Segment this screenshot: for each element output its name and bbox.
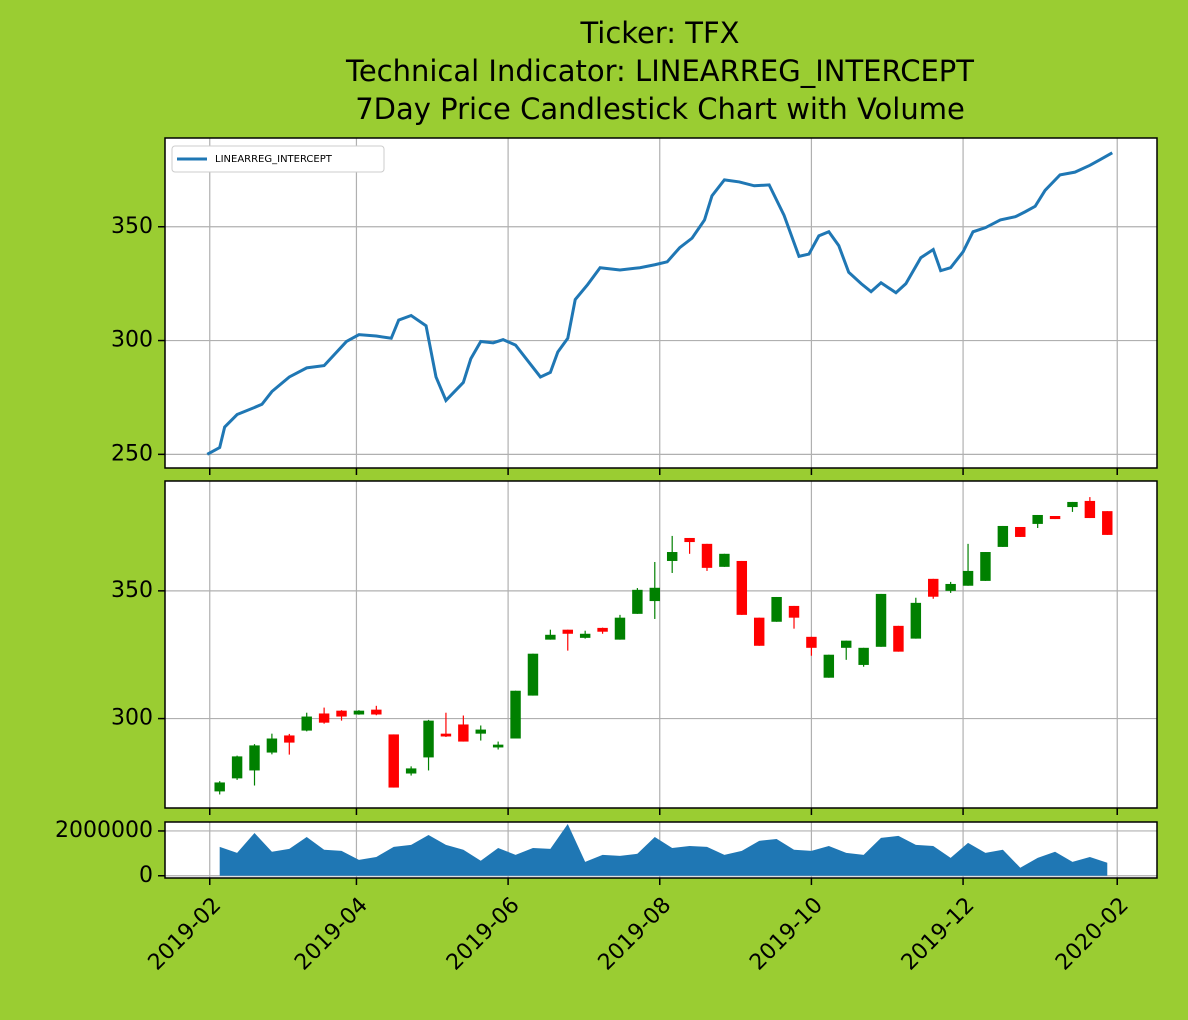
candle-body: [666, 552, 678, 561]
title-line: Technical Indicator: LINEARREG_INTERCEPT: [345, 54, 974, 88]
plot-frame: [164, 821, 1158, 879]
candle-body: [353, 710, 365, 715]
candle-body: [771, 596, 782, 622]
candle-body: [962, 570, 974, 586]
candle-body: [405, 768, 417, 774]
candle-body: [475, 729, 486, 734]
candle-body: [1015, 526, 1026, 537]
volume-area: [219, 824, 1108, 876]
x-tick-label: 2019-02: [144, 893, 227, 976]
candle-body: [701, 543, 713, 568]
x-tick-label: 2020-02: [1051, 893, 1134, 976]
y-tick-label: 300: [111, 328, 153, 353]
candle-body: [823, 654, 835, 678]
candle-body: [910, 602, 922, 639]
title-line: Ticker: TFX: [579, 16, 739, 50]
x-tick-label: 2019-12: [897, 893, 980, 976]
candle-body: [997, 525, 1009, 547]
candle-body: [736, 560, 748, 615]
candle-body: [266, 738, 278, 753]
candle-body: [1084, 500, 1096, 519]
y-tick-label: 350: [111, 214, 153, 239]
candle-body: [579, 633, 591, 638]
plot-frame: [164, 137, 1158, 469]
candle-body: [423, 720, 434, 758]
plot-frame: [164, 480, 1158, 809]
candle-body: [806, 636, 817, 648]
title-line: 7Day Price Candlestick Chart with Volume: [355, 92, 965, 126]
y-tick-label: 250: [111, 441, 153, 466]
candle-body: [214, 782, 225, 792]
y-tick-label: 300: [111, 706, 153, 731]
candle-body: [1032, 514, 1043, 524]
candle-body: [336, 710, 347, 717]
candle-body: [1067, 501, 1078, 508]
candle-body: [458, 724, 469, 742]
candle-body: [684, 537, 695, 543]
candle-body: [249, 745, 260, 771]
candle-body: [841, 640, 852, 648]
candle-body: [788, 605, 800, 618]
candle-body: [597, 627, 608, 632]
x-tick-label: 2019-10: [745, 893, 828, 976]
y-tick-label: 350: [111, 578, 153, 603]
candle-body: [527, 653, 539, 696]
plot-layer: [165, 822, 1157, 878]
candle-body: [440, 733, 452, 737]
legend-box: [171, 145, 385, 173]
candle-body: [893, 625, 904, 652]
x-tick-label: 2019-08: [594, 893, 677, 976]
candle-body: [614, 617, 626, 640]
plot-area: [165, 481, 1157, 808]
candle-body: [545, 634, 556, 640]
candle-body: [858, 647, 869, 665]
candle-body: [301, 716, 312, 731]
candle-body: [388, 734, 399, 788]
candle-body: [492, 744, 504, 748]
candle-body: [753, 617, 765, 646]
candle-body: [1102, 511, 1113, 535]
plot-layer: [165, 138, 1157, 468]
x-tick-label: 2019-04: [290, 893, 373, 976]
candle-body: [510, 690, 521, 739]
candle-body: [318, 713, 330, 723]
plot-area: [165, 138, 1157, 468]
candle-body: [562, 629, 573, 634]
candle-body: [928, 578, 939, 597]
candle-body: [875, 593, 887, 647]
plot-layer: [165, 481, 1157, 808]
candle-body: [980, 552, 991, 581]
x-tick-label: 2019-06: [442, 893, 525, 976]
candle-body: [371, 709, 382, 715]
candle-body: [632, 589, 643, 614]
candle-body: [1049, 515, 1061, 520]
y-tick-label: 2000000: [55, 818, 153, 843]
candle-body: [284, 735, 295, 743]
candle-body: [945, 583, 956, 591]
line-series: [206, 151, 1113, 456]
candle-body: [231, 756, 243, 779]
y-tick-label: 0: [139, 863, 153, 888]
candle-body: [719, 553, 730, 567]
legend-label: LINEARREG_INTERCEPT: [215, 154, 333, 165]
candle-body: [649, 587, 661, 602]
